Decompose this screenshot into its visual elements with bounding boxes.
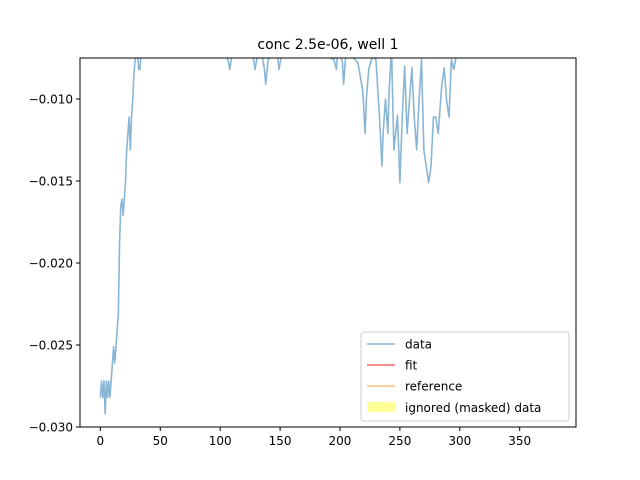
x-tick-label: 0 [97,434,105,448]
legend-label-reference: reference [405,380,462,394]
y-tick-label: −0.030 [29,421,73,435]
x-tick-label: 300 [448,434,471,448]
x-tick-label: 150 [269,434,292,448]
y-tick-label: −0.010 [29,93,73,107]
x-tick-label: 250 [388,434,411,448]
legend-label-masked: ignored (masked) data [405,401,541,415]
chart-title: conc 2.5e-06, well 1 [257,37,398,53]
x-axis-ticks: 0 50 100 150 200 250 300 350 [97,427,531,448]
y-tick-label: −0.020 [29,257,73,271]
x-tick-label: 100 [209,434,232,448]
legend-label-data: data [405,338,432,352]
x-tick-label: 350 [508,434,531,448]
x-tick-label: 50 [153,434,168,448]
x-tick-label: 200 [329,434,352,448]
plot-frame [79,57,577,428]
y-axis-ticks: −0.030 −0.025 −0.020 −0.015 −0.010 [29,93,80,435]
legend-box [360,331,570,422]
legend-label-fit: fit [405,359,418,373]
series-layer [99,58,457,415]
legend-swatch-masked [367,402,395,412]
y-tick-label: −0.015 [29,175,73,189]
legend: data fit reference ignored (masked) data [360,331,570,422]
y-tick-label: −0.025 [29,339,73,353]
series-line-data [99,58,457,415]
